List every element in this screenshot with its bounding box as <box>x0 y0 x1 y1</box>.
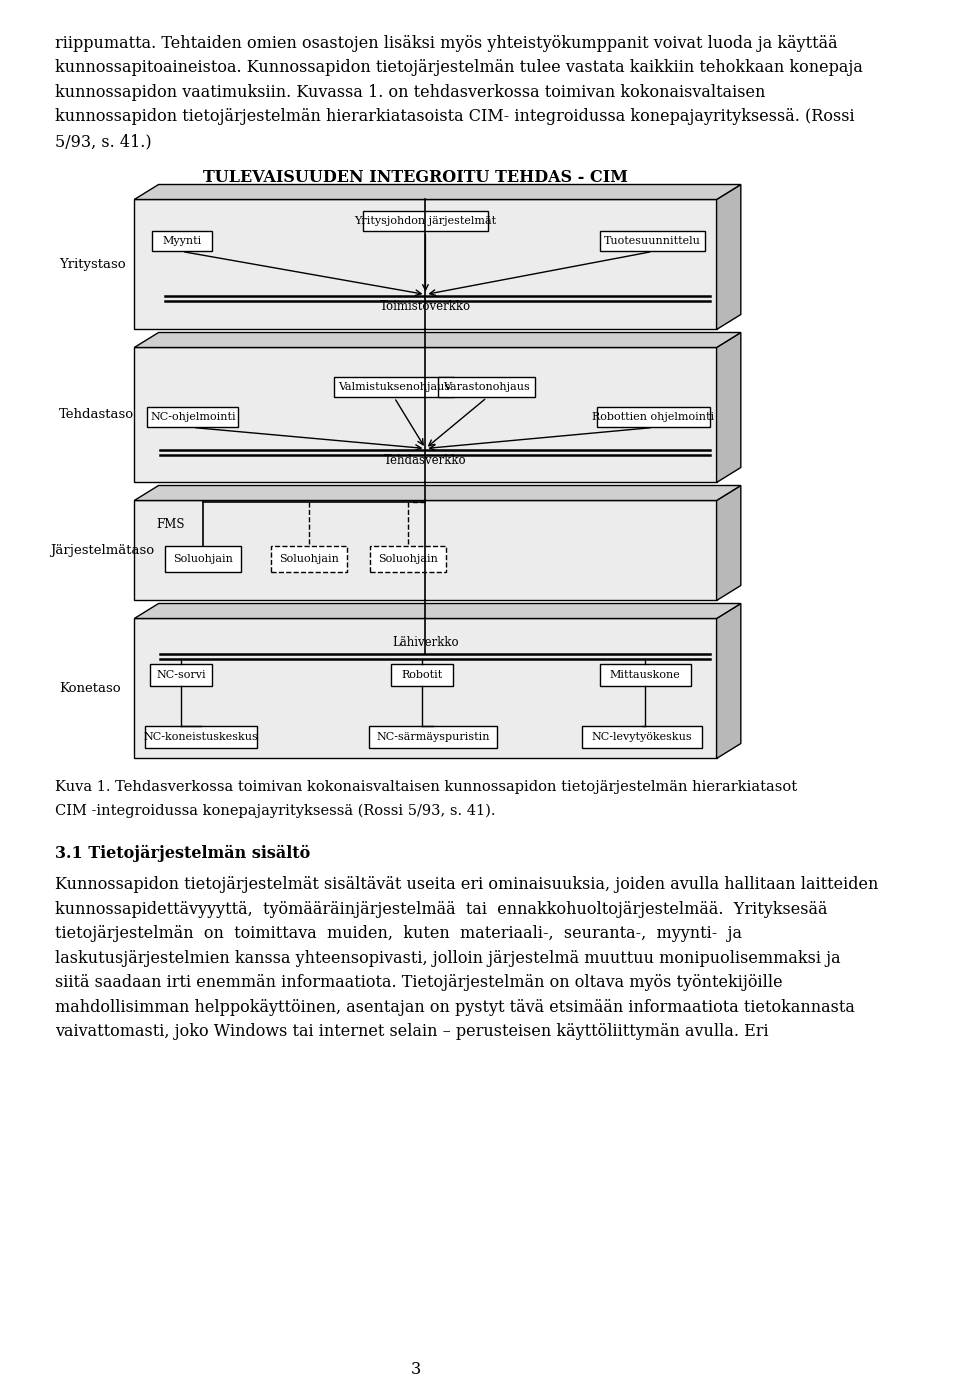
Text: 3.1 Tietojärjestelmän sisältö: 3.1 Tietojärjestelmän sisältö <box>55 844 310 861</box>
Text: Robottien ohjelmointi: Robottien ohjelmointi <box>592 412 714 422</box>
Polygon shape <box>134 200 716 330</box>
Polygon shape <box>134 485 741 500</box>
Text: kunnossapidon vaatimuksiin. Kuvassa 1. on tehdasverkossa toimivan kokonaisvaltai: kunnossapidon vaatimuksiin. Kuvassa 1. o… <box>55 84 765 101</box>
Text: NC-ohjelmointi: NC-ohjelmointi <box>150 412 235 422</box>
Text: Robotit: Robotit <box>401 671 443 681</box>
Polygon shape <box>134 500 716 601</box>
Polygon shape <box>716 333 741 482</box>
Bar <box>583 727 702 748</box>
Text: NC-särmäyspuristin: NC-särmäyspuristin <box>376 733 490 742</box>
Polygon shape <box>716 185 741 330</box>
Text: riippumatta. Tehtaiden omien osastojen lisäksi myös yhteistyökumppanit voivat lu: riippumatta. Tehtaiden omien osastojen l… <box>55 35 837 52</box>
Polygon shape <box>134 348 716 482</box>
Bar <box>369 727 497 748</box>
Polygon shape <box>134 618 716 759</box>
Bar <box>145 727 257 748</box>
Bar <box>600 664 690 686</box>
Bar <box>150 664 212 686</box>
Text: mahdollisimman helppokäyttöinen, asentajan on pystyt tävä etsimään informaatiota: mahdollisimman helppokäyttöinen, asentaj… <box>55 1000 854 1016</box>
Bar <box>363 211 488 232</box>
Bar <box>391 664 453 686</box>
Text: Tehdasverkko: Tehdasverkko <box>384 454 467 467</box>
Polygon shape <box>134 185 741 200</box>
Text: Varastonohjaus: Varastonohjaus <box>444 383 530 393</box>
Text: kunnossapidon tietojärjestelmän hierarkiatasoista CIM- integroidussa konepajayri: kunnossapidon tietojärjestelmän hierarki… <box>55 109 854 126</box>
Text: Yritysjohdon järjestelmät: Yritysjohdon järjestelmät <box>354 217 496 226</box>
Text: Kunnossapidon tietojärjestelmät sisältävät useita eri ominaisuuksia, joiden avul: Kunnossapidon tietojärjestelmät sisältäv… <box>55 877 878 893</box>
Text: Valmistuksenohjaus: Valmistuksenohjaus <box>338 383 450 393</box>
Text: CIM -integroidussa konepajayrityksessä (Rossi 5/93, s. 41).: CIM -integroidussa konepajayrityksessä (… <box>55 804 495 818</box>
Text: TULEVAISUUDEN INTEGROITU TEHDAS - CIM: TULEVAISUUDEN INTEGROITU TEHDAS - CIM <box>204 169 629 186</box>
Bar <box>370 547 446 573</box>
Text: Tuotesuunnittelu: Tuotesuunnittelu <box>604 236 701 246</box>
Text: Soluohjain: Soluohjain <box>378 555 438 565</box>
Bar <box>439 377 536 397</box>
Text: Järjestelmätaso: Järjestelmätaso <box>50 544 155 556</box>
Bar <box>600 232 706 252</box>
Text: FMS: FMS <box>156 519 184 531</box>
Text: Soluohjain: Soluohjain <box>279 555 339 565</box>
Bar <box>597 407 709 428</box>
Polygon shape <box>716 604 741 759</box>
Bar <box>164 547 241 573</box>
Text: kunnossapitoaineistoa. Kunnossapidon tietojärjestelmän tulee vastata kaikkiin te: kunnossapitoaineistoa. Kunnossapidon tie… <box>55 60 862 77</box>
Text: Tehdastaso: Tehdastaso <box>59 408 134 422</box>
Bar <box>272 547 348 573</box>
Text: Konetaso: Konetaso <box>59 682 121 695</box>
Text: Kuva 1. Tehdasverkossa toimivan kokonaisvaltaisen kunnossapidon tietojärjestelmä: Kuva 1. Tehdasverkossa toimivan kokonais… <box>55 780 797 794</box>
Text: Myynti: Myynti <box>162 236 202 246</box>
Text: Yritystaso: Yritystaso <box>59 259 126 271</box>
Text: 5/93, s. 41.): 5/93, s. 41.) <box>55 133 152 150</box>
Text: Mittauskone: Mittauskone <box>610 671 681 681</box>
Text: kunnossapidettävyyyttä,  työmääräinjärjestelmää  tai  ennakkohuoltojärjestelmää.: kunnossapidettävyyyttä, työmääräinjärjes… <box>55 900 828 918</box>
Bar <box>334 377 454 397</box>
Text: NC-koneistuskeskus: NC-koneistuskeskus <box>144 733 258 742</box>
Text: Soluohjain: Soluohjain <box>173 555 232 565</box>
Text: 3: 3 <box>411 1362 421 1378</box>
Text: Toimistoverkko: Toimistoverkko <box>380 301 471 313</box>
Bar <box>147 407 238 428</box>
Text: tietojärjestelmän  on  toimittava  muiden,  kuten  materiaali-,  seuranta-,  myy: tietojärjestelmän on toimittava muiden, … <box>55 925 741 942</box>
Text: vaivattomasti, joko Windows tai internet selain – perusteisen käyttöliittymän av: vaivattomasti, joko Windows tai internet… <box>55 1023 768 1040</box>
Polygon shape <box>134 333 741 348</box>
Text: NC-levytyökeskus: NC-levytyökeskus <box>591 733 692 742</box>
Text: laskutusjärjestelmien kanssa yhteensopivasti, jolloin järjestelmä muuttuu monipu: laskutusjärjestelmien kanssa yhteensopiv… <box>55 951 840 967</box>
Bar <box>152 232 212 252</box>
Polygon shape <box>716 485 741 601</box>
Polygon shape <box>134 604 741 618</box>
Text: NC-sorvi: NC-sorvi <box>156 671 205 681</box>
Text: Lähiverkko: Lähiverkko <box>392 636 459 649</box>
Text: siitä saadaan irti enemmän informaatiota. Tietojärjestelmän on oltava myös työnt: siitä saadaan irti enemmän informaatiota… <box>55 974 782 991</box>
